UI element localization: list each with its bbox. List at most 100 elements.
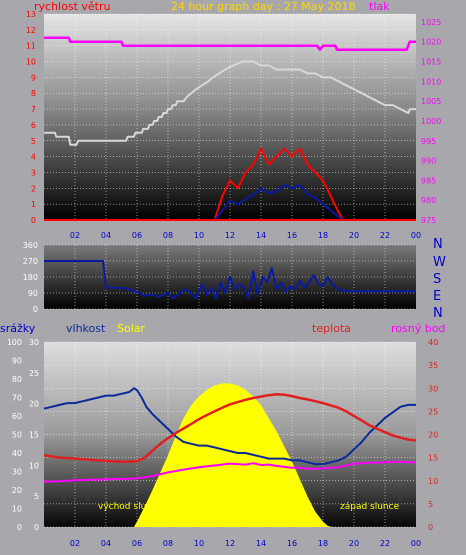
pressure-tick: 990 (421, 157, 436, 166)
wind-speed-tick: 9 (31, 73, 36, 82)
rain-tick: 40 (12, 449, 22, 458)
x-tick-label: 10 (194, 539, 204, 548)
humidity-tick: 10 (29, 461, 39, 470)
chart-title: 24 hour graph day : 27 May 2018 (171, 0, 356, 13)
humidity-axis-label: vlhkost (66, 322, 106, 335)
direction-tick: 0 (33, 305, 38, 314)
rain-tick: 50 (12, 431, 22, 440)
rain-tick: 20 (12, 486, 22, 495)
temperature-tick: 5 (428, 500, 433, 509)
direction-label-n-top: N (433, 237, 443, 252)
direction-tick: 360 (23, 241, 38, 250)
direction-label-e: E (433, 289, 442, 304)
direction-label-w: W (433, 255, 446, 270)
x-tick-label: 16 (287, 231, 297, 240)
x-tick-label: 16 (287, 539, 297, 548)
rain-tick: 0 (17, 523, 22, 532)
humidity-tick: 25 (29, 369, 39, 378)
x-tick-label: 04 (101, 539, 111, 548)
temperature-tick: 15 (428, 454, 438, 463)
x-tick-label: 12 (225, 539, 235, 548)
pressure-axis-label: tlak (369, 0, 390, 13)
x-tick-label: 02 (70, 539, 80, 548)
humidity-line (43, 387, 416, 466)
pressure-tick: 1000 (421, 117, 441, 126)
rain-tick: 90 (12, 357, 22, 366)
humidity-tick: 20 (29, 400, 39, 409)
wind-speed-tick: 12 (26, 26, 36, 35)
pressure-tick: 1010 (421, 77, 441, 86)
x-tick-label: 22 (380, 231, 390, 240)
rain-axis-label: srážky (0, 322, 36, 335)
pressure-tick: 1005 (421, 97, 441, 106)
pressure-tick: 975 (421, 216, 436, 225)
wind-speed-tick: 3 (31, 168, 36, 177)
temperature-tick: 25 (428, 407, 438, 416)
rain-tick: 80 (12, 375, 22, 384)
wind-speed-tick: 7 (31, 105, 36, 114)
wind-avg-line (213, 184, 344, 221)
wind-gust-line (213, 147, 345, 221)
humidity-tick: 30 (29, 338, 39, 347)
pressure-tick: 1025 (421, 18, 441, 27)
x-tick-label: 14 (256, 539, 266, 548)
x-tick-label: 00 (411, 539, 421, 548)
direction-label-s: S (433, 272, 442, 287)
wind-speed-tick: 10 (26, 58, 36, 67)
wind-speed-tick: 4 (31, 153, 36, 162)
temperature-axis-label: teplota (312, 322, 351, 335)
rain-tick: 100 (7, 338, 22, 347)
pressure-tick: 995 (421, 137, 436, 146)
temperature-tick: 0 (428, 523, 433, 532)
x-tick-label: 06 (132, 231, 142, 240)
temperature-tick: 35 (428, 361, 438, 370)
x-tick-label: 20 (349, 231, 359, 240)
wind-speed-tick: 6 (31, 121, 36, 130)
temperature-line (43, 393, 417, 464)
wind-speed-tick: 11 (26, 42, 36, 51)
rain-tick: 30 (12, 468, 22, 477)
x-tick-label: 06 (132, 539, 142, 548)
temperature-tick: 30 (428, 384, 438, 393)
x-tick-label: 08 (163, 231, 173, 240)
pressure-tick: 985 (421, 176, 436, 185)
pressure-line (44, 36, 416, 51)
wind-speed-tick: 5 (31, 137, 36, 146)
x-tick-label: 14 (256, 231, 266, 240)
direction-tick: 270 (23, 257, 38, 266)
solar-axis-label: Solar (117, 322, 146, 335)
temperature-tick: 20 (428, 431, 438, 440)
pressure-tick: 980 (421, 196, 436, 205)
x-tick-label: 20 (349, 539, 359, 548)
x-tick-label: 08 (163, 539, 173, 548)
x-tick-label: 18 (318, 539, 328, 548)
wind-speed-axis-label: rychlost větru (34, 0, 111, 13)
direction-tick: 180 (23, 273, 38, 282)
direction-label-n-bottom: N (433, 306, 443, 321)
temperature-tick: 10 (428, 477, 438, 486)
x-tick-label: 12 (225, 231, 235, 240)
rain-tick: 10 (12, 505, 22, 514)
wind-speed-tick: 13 (26, 10, 36, 19)
temperature-tick: 40 (428, 338, 438, 347)
x-tick-label: 22 (380, 539, 390, 548)
humidity-tick: 5 (34, 492, 39, 501)
x-tick-label: 00 (411, 231, 421, 240)
wind-speed-tick: 8 (31, 89, 36, 98)
rain-tick: 70 (12, 394, 22, 403)
humidity-tick: 0 (34, 523, 39, 532)
dewpoint-axis-label: rosný bod (391, 322, 446, 335)
dewpoint-line (43, 460, 416, 483)
rain-tick: 60 (12, 412, 22, 421)
x-tick-label: 18 (318, 231, 328, 240)
humidity-tick: 15 (29, 431, 39, 440)
sunset-annotation: západ slunce (340, 502, 400, 512)
solar-area (133, 383, 333, 527)
sunrise-annotation: východ slunce (98, 502, 163, 512)
wind-speed-tick: 0 (31, 216, 36, 225)
pressure-tick: 1015 (421, 58, 441, 67)
pressure-tick: 1020 (421, 38, 441, 47)
x-tick-label: 02 (70, 231, 80, 240)
direction-tick: 90 (28, 289, 38, 298)
